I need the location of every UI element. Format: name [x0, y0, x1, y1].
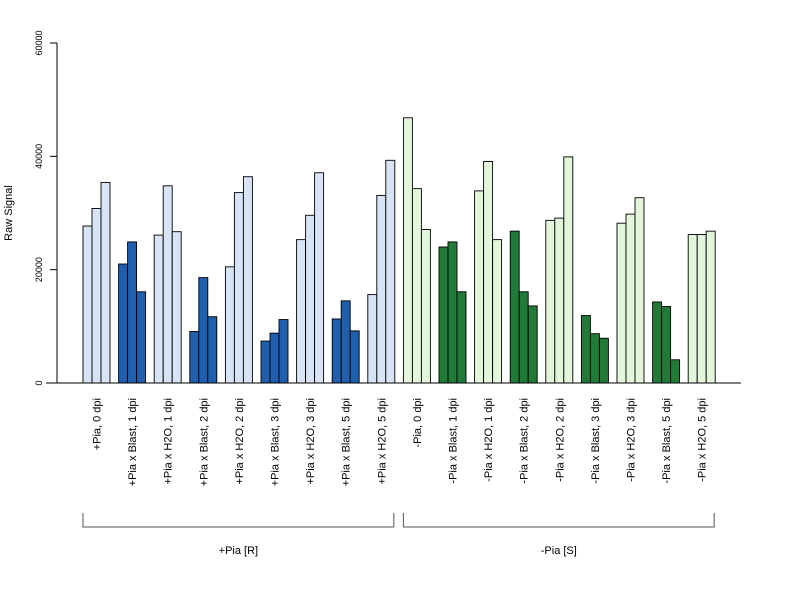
bar	[367, 294, 378, 384]
bar	[483, 160, 494, 384]
group-label: +Pia [R]	[219, 545, 258, 557]
bar	[233, 192, 244, 384]
group-brackets: +Pia [R] -Pia [S]	[82, 513, 715, 557]
category-label: +Pia x H2O, 3 dpi	[305, 398, 317, 485]
bar	[661, 306, 672, 384]
category-label: +Pia x Blast, 2 dpi	[198, 398, 210, 486]
bar	[127, 241, 138, 384]
bar	[696, 234, 707, 384]
category-label: -Pia x Blast, 1 dpi	[448, 398, 460, 484]
bar	[598, 337, 609, 384]
bar	[474, 190, 485, 384]
category-labels: +Pia, 0 dpi +Pia x Blast, 1 dpi +Pia x H2O…	[92, 398, 709, 486]
bar	[625, 213, 636, 384]
bar	[634, 197, 645, 384]
bar	[198, 277, 209, 384]
bar	[207, 316, 218, 384]
bar	[456, 291, 467, 384]
bar	[153, 234, 164, 384]
bar	[518, 291, 529, 384]
bar	[91, 208, 102, 384]
bar	[305, 214, 316, 384]
bar	[296, 239, 307, 384]
bar	[278, 319, 289, 384]
category-label: -Pia x H2O, 2 dpi	[554, 398, 566, 482]
bars	[82, 117, 716, 384]
bar	[100, 181, 111, 384]
bar	[652, 301, 663, 384]
bar	[687, 234, 698, 384]
bar	[349, 330, 360, 384]
group-bracket	[402, 513, 715, 528]
y-axis: 0 20000 40000 60000	[34, 30, 58, 386]
bar	[492, 239, 503, 384]
category-label: +Pia x Blast, 1 dpi	[127, 398, 139, 486]
category-label: +Pia x Blast, 3 dpi	[270, 398, 282, 486]
y-tick-label: 60000	[34, 30, 44, 55]
bar	[563, 156, 574, 384]
bar	[402, 117, 413, 384]
y-tick-label: 40000	[34, 144, 44, 169]
bar	[171, 231, 182, 384]
category-label: +Pia x H2O, 5 dpi	[376, 398, 388, 485]
bar	[314, 172, 325, 384]
category-label: -Pia x H2O, 3 dpi	[626, 398, 638, 482]
bar	[376, 194, 387, 384]
bar	[411, 188, 422, 384]
bar	[162, 185, 173, 384]
y-axis-title: Raw Signal	[3, 185, 15, 241]
y-tick-label: 0	[34, 380, 44, 385]
bar	[438, 246, 449, 384]
bar	[385, 159, 396, 384]
bar	[509, 230, 520, 384]
category-label: +Pia x H2O, 1 dpi	[163, 398, 175, 485]
bar	[136, 291, 147, 384]
group-bracket	[82, 513, 395, 528]
bar	[269, 332, 280, 384]
category-label: +Pia, 0 dpi	[92, 398, 104, 450]
bar	[527, 305, 538, 384]
category-label: +Pia x Blast, 5 dpi	[341, 398, 353, 486]
bar	[670, 359, 681, 384]
bar	[589, 333, 600, 384]
bar	[340, 300, 351, 384]
category-label: -Pia x H2O, 5 dpi	[697, 398, 709, 482]
bar	[82, 225, 93, 384]
bar	[616, 222, 627, 384]
category-label: -Pia x Blast, 5 dpi	[661, 398, 673, 484]
category-label: -Pia x Blast, 2 dpi	[519, 398, 531, 484]
y-tick-label: 20000	[34, 257, 44, 282]
bar	[554, 217, 565, 384]
category-label: +Pia x H2O, 2 dpi	[234, 398, 246, 485]
bar	[242, 176, 253, 384]
category-label: -Pia x H2O, 1 dpi	[483, 398, 495, 482]
bar	[331, 318, 342, 384]
bar	[260, 340, 271, 384]
bar	[705, 230, 716, 384]
bar	[118, 263, 129, 384]
bar	[447, 241, 458, 384]
category-label: -Pia x Blast, 3 dpi	[590, 398, 602, 484]
bar	[580, 315, 591, 384]
bar	[189, 330, 200, 384]
bar	[420, 228, 431, 384]
bar	[545, 219, 556, 384]
group-label: -Pia [S]	[541, 545, 577, 557]
bar	[224, 266, 235, 384]
category-label: -Pia, 0 dpi	[412, 398, 424, 448]
